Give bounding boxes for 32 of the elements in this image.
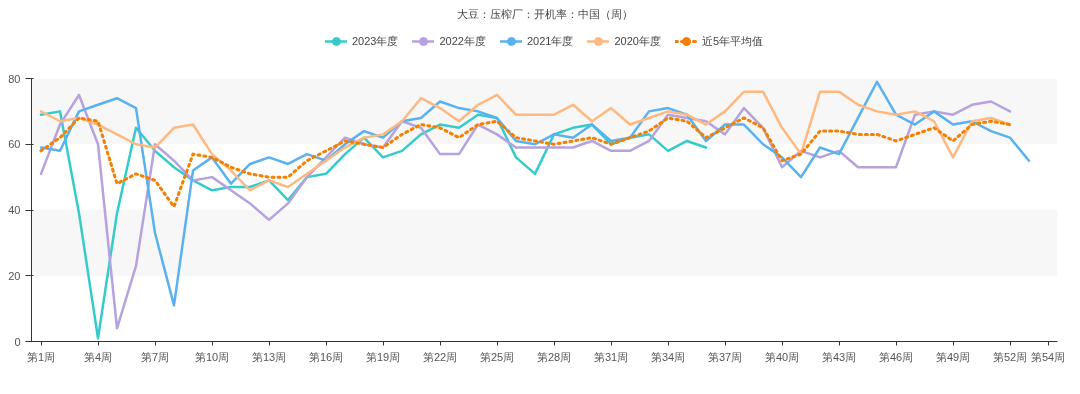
x-tick-label: 第10周: [194, 350, 230, 363]
y-tick-label: 80: [8, 72, 21, 85]
x-tick-label: 第22周: [422, 350, 458, 363]
x-tick-label: 第16周: [308, 350, 344, 363]
x-tick-label: 第7周: [140, 350, 170, 363]
y-tick-label: 40: [8, 204, 21, 216]
x-tick-label: 第37周: [707, 350, 743, 363]
x-tick-label: 第31周: [593, 350, 629, 363]
x-tick-label: 第34周: [650, 350, 686, 363]
legend-label: 2020年度: [614, 33, 661, 49]
x-tick-label: 第43周: [821, 350, 857, 363]
x-tick-label: 第52周: [992, 350, 1028, 363]
y-tick-label: 0: [14, 335, 21, 348]
x-tick-label: 第28周: [536, 350, 572, 363]
y-tick-label: 60: [8, 138, 21, 151]
legend-label: 2022年度: [439, 33, 486, 49]
line-series: [39, 116, 1012, 209]
x-tick-label: 第25周: [479, 350, 515, 363]
x-tick-label: 第49周: [935, 350, 971, 363]
x-tick-label: 第4周: [83, 350, 113, 363]
x-tick-label: 第46周: [878, 350, 914, 363]
x-tick-label: 第1周: [26, 350, 56, 363]
chart-title: 大豆：压榨厂：开机率：中国（周）: [456, 7, 633, 20]
x-tick-label: 第19周: [365, 350, 401, 363]
legend-label: 近5年平均值: [701, 33, 764, 49]
x-tick-label: 第13周: [251, 350, 287, 363]
legend-label: 2023年度: [351, 33, 399, 49]
x-tick-label: 第40周: [764, 350, 800, 363]
y-tick-label: 20: [8, 269, 21, 282]
line-series: [39, 90, 1012, 192]
x-tick-label: 第54周: [1030, 350, 1066, 363]
legend-label: 2021年度: [526, 33, 574, 49]
